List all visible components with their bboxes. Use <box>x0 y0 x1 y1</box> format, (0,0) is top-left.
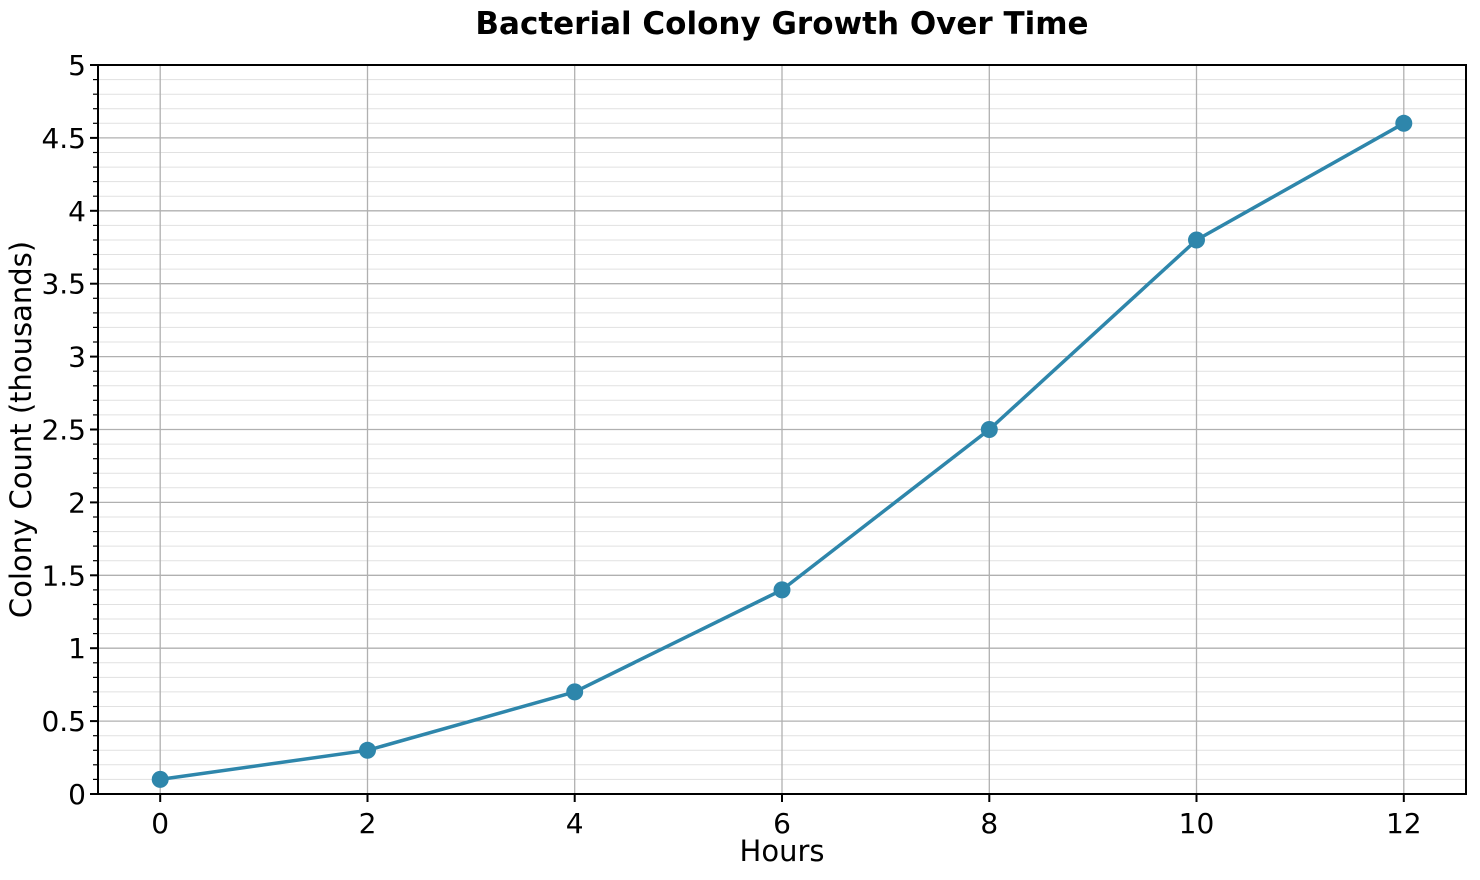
data-point-markers <box>151 114 1413 788</box>
data-point-marker <box>773 581 791 599</box>
y-tick-label: 0.5 <box>41 705 86 738</box>
y-tick-label: 1 <box>68 632 86 665</box>
y-tick-label: 4.5 <box>41 122 86 155</box>
y-tick-label: 2.5 <box>41 414 86 447</box>
tick-labels: 0 2 4 6 8 10 12 0 0.5 1 1.5 2 2.5 3 3.5 4 4.5 5 <box>41 49 1421 840</box>
x-tick-label: 0 <box>151 807 169 840</box>
data-point-marker <box>566 683 584 701</box>
y-axis-label: Colony Count (thousands) <box>4 241 38 618</box>
data-point-marker <box>980 421 998 438</box>
y-tick-label: 1.5 <box>41 559 86 592</box>
y-tick-label: 2 <box>68 486 86 519</box>
x-tick-label: 4 <box>566 807 584 840</box>
y-tick-label: 3 <box>68 341 86 374</box>
x-tick-label: 6 <box>773 807 791 840</box>
grid-major <box>98 64 1466 794</box>
x-tick-label: 12 <box>1386 807 1422 840</box>
x-tick-label: 10 <box>1179 807 1215 840</box>
data-point-marker <box>1395 114 1413 132</box>
y-tick-label: 3.5 <box>41 268 86 301</box>
y-tick-label: 0 <box>68 778 86 811</box>
chart-title: Bacterial Colony Growth Over Time <box>475 6 1089 42</box>
data-point-marker <box>1188 231 1205 249</box>
tick-marks <box>90 64 1405 802</box>
y-tick-label: 5 <box>68 49 86 82</box>
data-point-marker <box>359 741 376 759</box>
x-tick-label: 2 <box>359 807 377 840</box>
y-tick-label: 4 <box>68 195 86 228</box>
x-axis-label: Hours <box>739 834 825 868</box>
x-tick-label: 8 <box>980 807 998 840</box>
data-point-marker <box>151 770 169 788</box>
